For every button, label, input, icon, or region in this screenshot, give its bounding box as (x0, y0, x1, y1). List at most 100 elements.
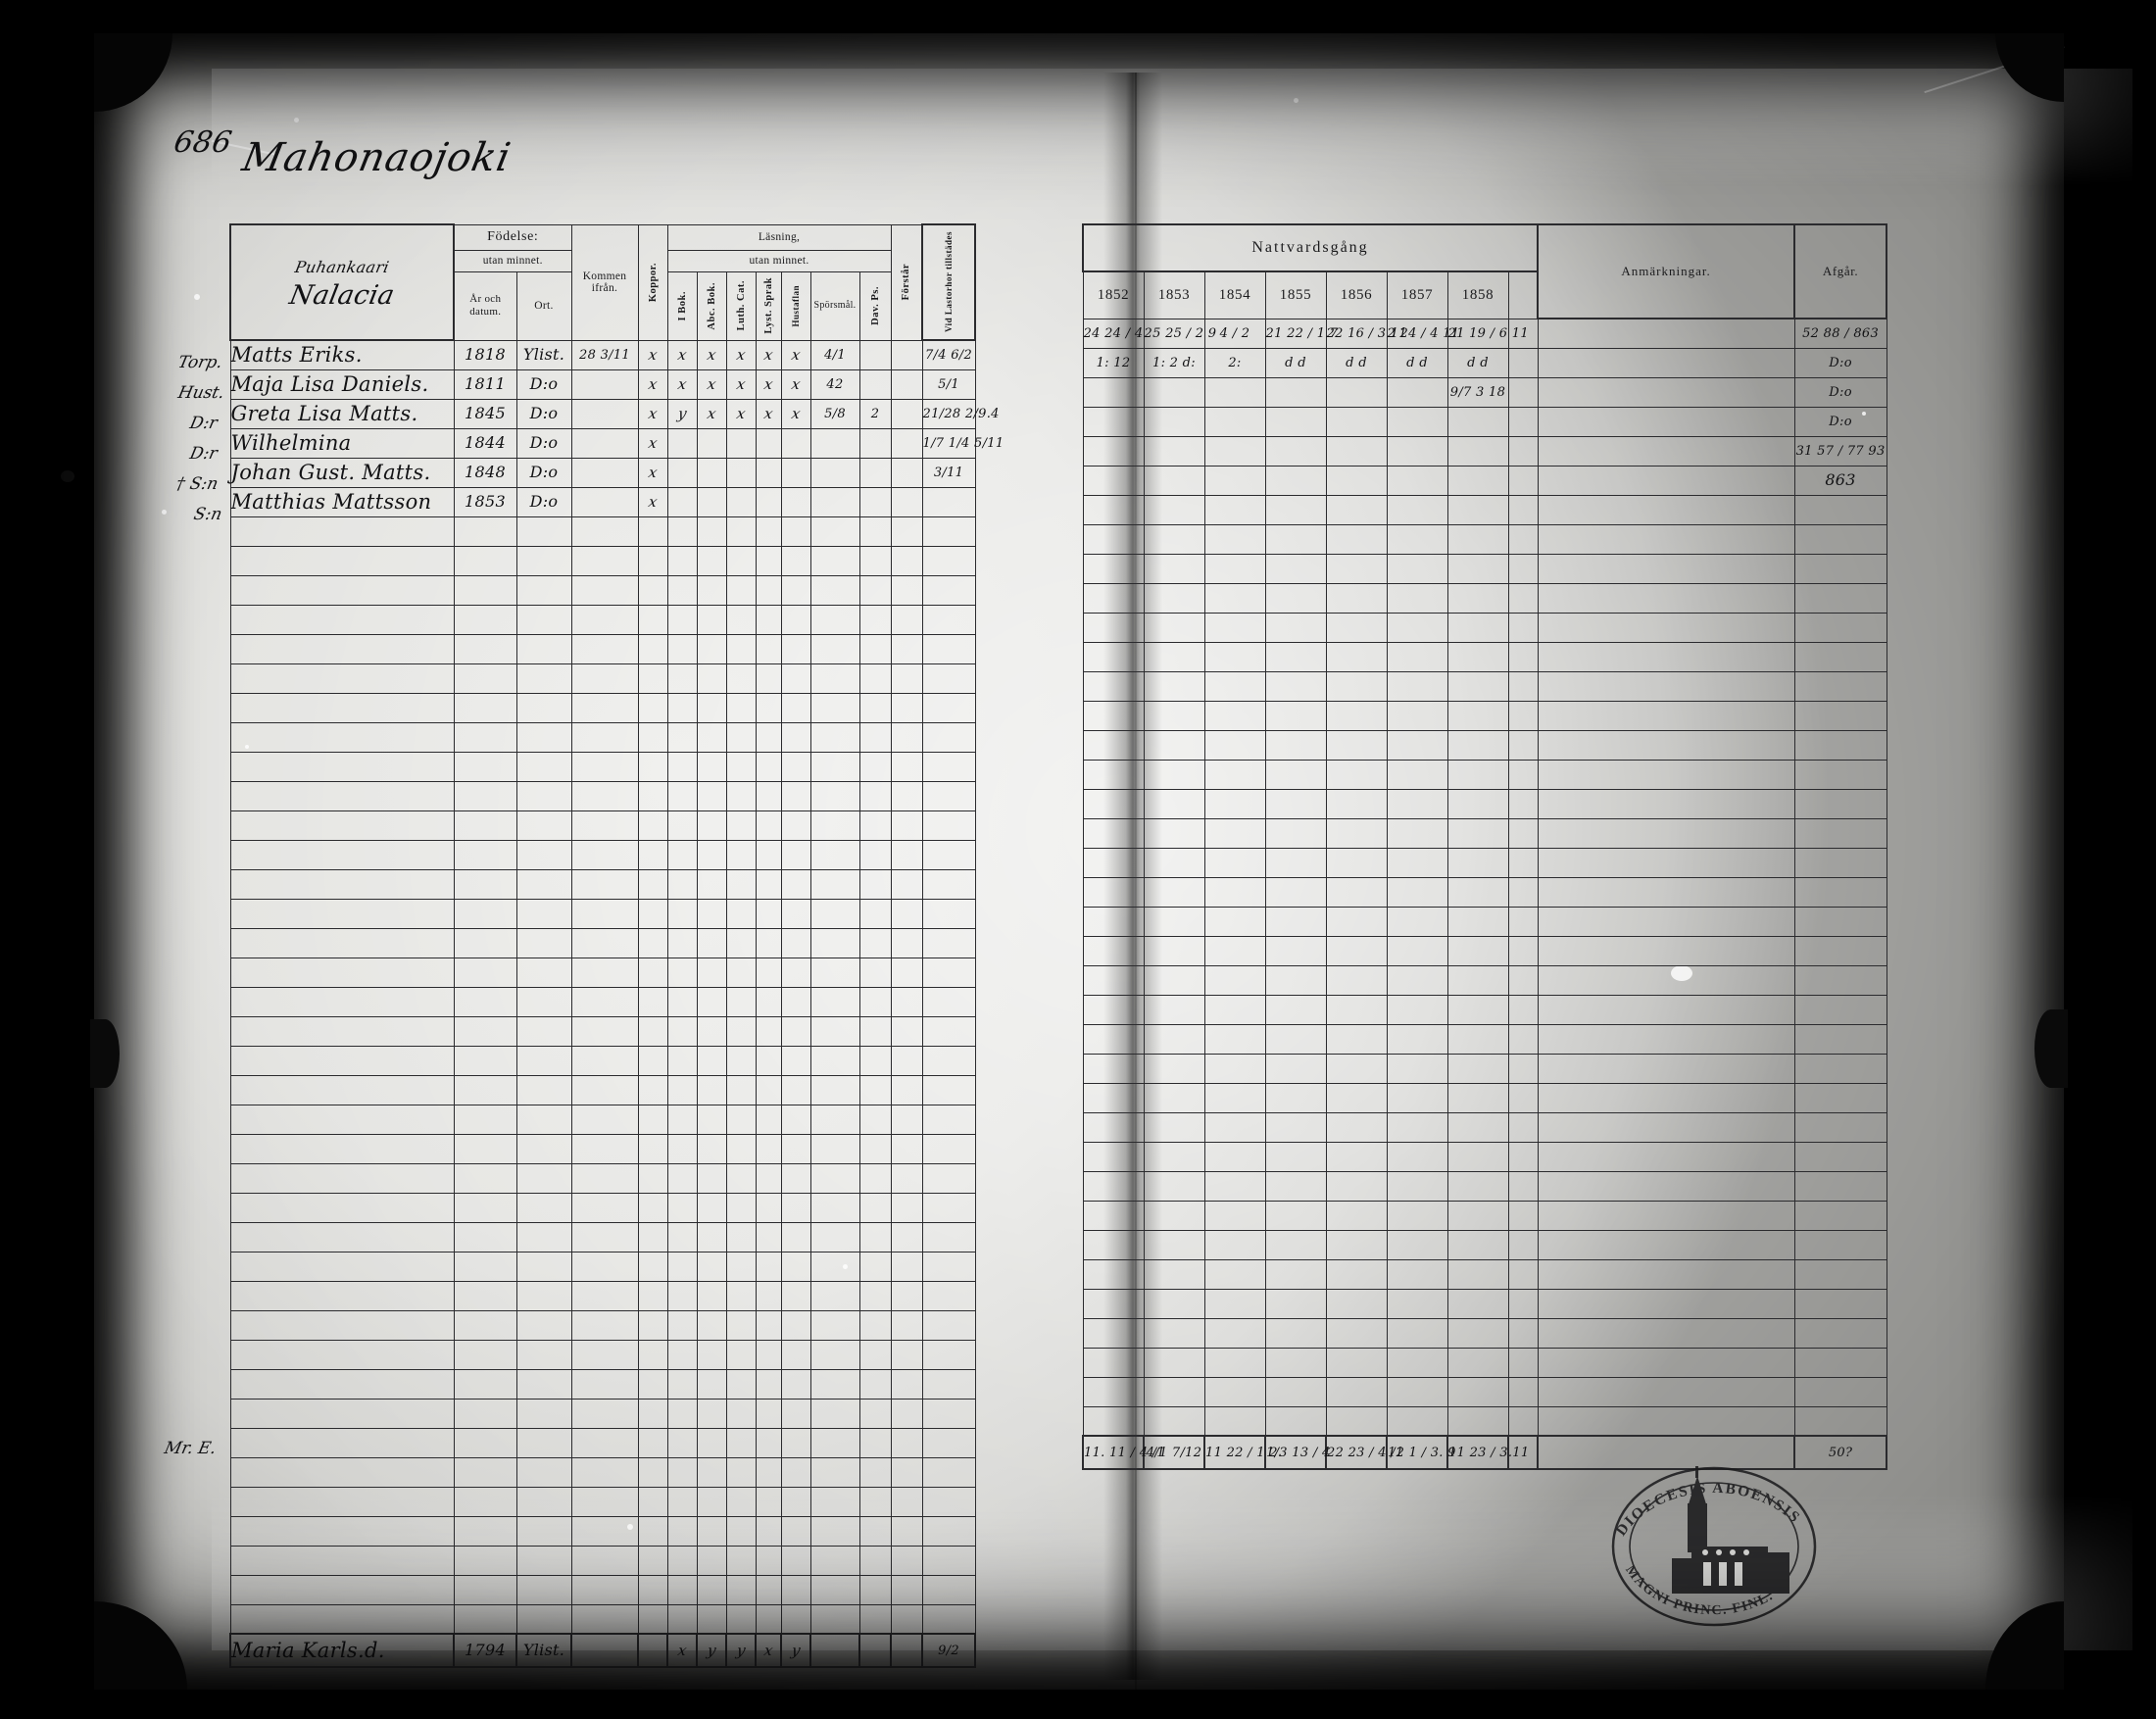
questions-cell[interactable] (809, 1339, 860, 1370)
luth-cat-cell[interactable] (725, 1162, 757, 1194)
communion-cell-1853[interactable]: 1: 2 d: (1143, 347, 1205, 378)
bottom-communion-cell-1856[interactable]: 22 23 / 4 /1 (1325, 1435, 1404, 1470)
smallpox-cell[interactable] (637, 1045, 668, 1076)
communion-cell-spare[interactable] (1507, 1376, 1539, 1407)
lyst-sprak-cell[interactable] (755, 1015, 782, 1047)
come-from-cell[interactable] (570, 1133, 639, 1164)
smallpox-cell[interactable] (637, 604, 668, 635)
dav-ps-cell[interactable] (858, 1309, 892, 1341)
come-from-cell[interactable] (570, 1251, 639, 1282)
remarks-cell[interactable] (1537, 906, 1795, 937)
hustaflan-cell[interactable] (780, 1280, 811, 1311)
remarks-cell[interactable] (1537, 1170, 1795, 1202)
questions-cell[interactable] (809, 1427, 860, 1458)
dav-ps-cell[interactable] (858, 457, 892, 488)
communion-cell-1852[interactable] (1082, 964, 1145, 996)
birth-place-cell[interactable]: D:o (515, 486, 572, 517)
communion-cell-1852[interactable] (1082, 994, 1145, 1025)
communion-cell-1853[interactable] (1143, 582, 1205, 614)
table-row[interactable] (1082, 994, 1887, 1025)
hustaflan-cell[interactable] (780, 1045, 811, 1076)
person-name-cell[interactable] (229, 839, 455, 870)
communion-cell-1853[interactable] (1143, 376, 1205, 408)
questions-cell[interactable] (809, 1574, 860, 1605)
luth-cat-cell[interactable] (725, 427, 757, 459)
bottom-person-name-cell[interactable]: Maria Karls.d. (229, 1633, 455, 1668)
birth-year-cell[interactable] (453, 986, 517, 1017)
remarks-cell[interactable] (1537, 376, 1795, 408)
birth-place-cell[interactable] (515, 545, 572, 576)
communion-cell-1857[interactable] (1386, 612, 1448, 643)
communion-cell-1853[interactable] (1143, 1023, 1205, 1055)
come-from-cell[interactable] (570, 486, 639, 517)
remarks-cell[interactable] (1537, 1258, 1795, 1290)
communion-cell-1858[interactable] (1446, 1053, 1509, 1084)
smallpox-cell[interactable] (637, 1074, 668, 1105)
communion-cell-1854[interactable] (1203, 553, 1266, 584)
in-book-cell[interactable] (666, 1221, 698, 1252)
present-cell[interactable] (921, 1251, 976, 1282)
remarks-cell[interactable] (1537, 318, 1795, 349)
communion-cell-1854[interactable]: 2: (1203, 347, 1266, 378)
communion-cell-1853[interactable] (1143, 1405, 1205, 1437)
person-name-cell[interactable] (229, 1162, 455, 1194)
questions-cell[interactable] (809, 1456, 860, 1488)
communion-cell-1856[interactable] (1325, 465, 1388, 496)
hustaflan-cell[interactable] (780, 1427, 811, 1458)
communion-cell-1858[interactable] (1446, 1141, 1509, 1172)
lyst-sprak-cell[interactable] (755, 1045, 782, 1076)
communion-cell-1856[interactable] (1325, 1170, 1388, 1202)
birth-year-cell[interactable] (453, 1045, 517, 1076)
bottom-communion-cell-1855[interactable]: 1/3 13 / 4 (1264, 1435, 1331, 1470)
come-from-cell[interactable] (570, 1398, 639, 1429)
questions-cell[interactable] (809, 457, 860, 488)
communion-cell-1858[interactable] (1446, 1258, 1509, 1290)
communion-cell-spare[interactable] (1507, 553, 1539, 584)
smallpox-cell[interactable] (637, 927, 668, 958)
come-from-cell[interactable] (570, 1368, 639, 1400)
table-row[interactable] (229, 692, 976, 723)
communion-cell-1853[interactable] (1143, 1200, 1205, 1231)
person-name-cell[interactable] (229, 516, 455, 547)
hustaflan-cell[interactable] (780, 1398, 811, 1429)
in-book-cell[interactable] (666, 927, 698, 958)
remarks-cell[interactable] (1537, 935, 1795, 966)
present-cell[interactable] (921, 839, 976, 870)
understands-cell[interactable] (890, 486, 923, 517)
communion-cell-1854[interactable] (1203, 1229, 1266, 1260)
lyst-sprak-cell[interactable] (755, 1603, 782, 1635)
questions-cell[interactable] (809, 1309, 860, 1341)
lyst-sprak-cell[interactable] (755, 604, 782, 635)
birth-year-cell[interactable] (453, 1486, 517, 1517)
birth-place-cell[interactable] (515, 604, 572, 635)
luth-cat-cell[interactable] (725, 457, 757, 488)
birth-year-cell[interactable] (453, 1398, 517, 1429)
person-name-cell[interactable] (229, 868, 455, 900)
in-book-cell[interactable] (666, 1192, 698, 1223)
remarks-cell[interactable] (1537, 406, 1795, 437)
smallpox-cell[interactable] (637, 516, 668, 547)
lyst-sprak-cell[interactable] (755, 1398, 782, 1429)
communion-cell-1856[interactable] (1325, 1317, 1388, 1349)
communion-cell-1852[interactable] (1082, 1141, 1145, 1172)
luth-cat-cell[interactable] (725, 692, 757, 723)
table-row[interactable] (1082, 1023, 1887, 1055)
communion-cell-spare[interactable] (1507, 788, 1539, 819)
person-name-cell[interactable] (229, 1221, 455, 1252)
abc-book-cell[interactable] (696, 1603, 727, 1635)
lyst-sprak-cell[interactable] (755, 1104, 782, 1135)
communion-cell-spare[interactable] (1507, 435, 1539, 467)
come-from-cell[interactable] (570, 1427, 639, 1458)
communion-cell-1858[interactable] (1446, 465, 1509, 496)
communion-cell-1852[interactable] (1082, 759, 1145, 790)
table-row[interactable] (1082, 964, 1887, 996)
smallpox-cell[interactable] (637, 1427, 668, 1458)
departs-cell[interactable] (1793, 994, 1887, 1025)
in-book-cell[interactable] (666, 780, 698, 811)
table-row[interactable] (1082, 729, 1887, 761)
communion-cell-1856[interactable] (1325, 906, 1388, 937)
communion-cell-1855[interactable] (1264, 1023, 1327, 1055)
communion-cell-1855[interactable] (1264, 817, 1327, 849)
remarks-cell[interactable] (1537, 465, 1795, 496)
communion-cell-1857[interactable] (1386, 700, 1448, 731)
